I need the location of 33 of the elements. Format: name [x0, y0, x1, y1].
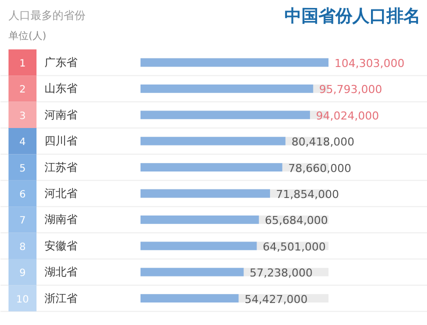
data-label: 94,024,000: [316, 109, 379, 122]
y-tick-label: 湖南省: [44, 213, 78, 226]
chart-title: 中国省份人口排名: [284, 6, 420, 26]
data-label: 54,427,000: [244, 292, 308, 306]
text: 8: [19, 242, 26, 253]
y-tick-label: 山东省: [44, 82, 78, 96]
data-label: 78,660,000: [288, 162, 352, 175]
data-label: 57,238,000: [250, 266, 313, 280]
y-tick-label: 四川省: [44, 134, 78, 148]
text: 1: [19, 58, 26, 70]
data-label: 64,501,000: [262, 240, 326, 254]
data-label: 65,684,000: [264, 214, 328, 228]
text: 2: [19, 84, 26, 96]
data-label: 95,793,000: [319, 83, 382, 96]
y-tick-label: 河南省: [44, 108, 78, 122]
y-tick-label: 安徽省: [44, 239, 78, 252]
text: 4: [19, 137, 26, 148]
text: 单位(人): [8, 30, 46, 42]
data-label: 80,418,000: [291, 136, 354, 149]
data-label: 71,854,000: [276, 188, 339, 201]
text: 3: [19, 110, 26, 122]
text: 9: [19, 268, 26, 280]
text: 人口最多的省份: [8, 9, 86, 22]
y-tick-label: 河北省: [44, 187, 78, 200]
y-tick-label: 湖北省: [44, 266, 78, 279]
text: 6: [19, 190, 26, 200]
y-tick-label: 浙江省: [44, 292, 78, 305]
y-tick-label: 广东省: [44, 56, 78, 69]
y-tick-label: 江苏省: [44, 160, 78, 174]
data-label: 104,303,000: [334, 57, 404, 70]
text: 10: [16, 294, 29, 306]
text: 7: [19, 216, 26, 227]
text: 5: [19, 163, 26, 174]
